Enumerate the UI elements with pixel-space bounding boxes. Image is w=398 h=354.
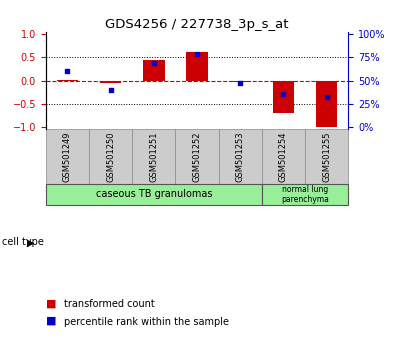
Text: GSM501252: GSM501252 <box>193 132 201 182</box>
Bar <box>186 52 208 81</box>
Bar <box>273 81 294 113</box>
FancyBboxPatch shape <box>132 130 176 184</box>
FancyBboxPatch shape <box>262 184 348 205</box>
Point <box>194 51 200 57</box>
Point <box>237 80 244 86</box>
FancyBboxPatch shape <box>89 130 132 184</box>
Text: cell type: cell type <box>2 238 44 247</box>
Text: ■: ■ <box>46 298 60 308</box>
Text: GSM501249: GSM501249 <box>63 132 72 182</box>
FancyBboxPatch shape <box>262 130 305 184</box>
FancyBboxPatch shape <box>46 130 89 184</box>
Text: GSM501251: GSM501251 <box>149 132 158 182</box>
Bar <box>316 81 338 127</box>
Bar <box>57 80 78 81</box>
Title: GDS4256 / 227738_3p_s_at: GDS4256 / 227738_3p_s_at <box>105 18 289 31</box>
Text: GSM501254: GSM501254 <box>279 132 288 182</box>
Text: ▶: ▶ <box>27 238 35 247</box>
Point <box>64 69 70 74</box>
Text: percentile rank within the sample: percentile rank within the sample <box>64 316 229 327</box>
Bar <box>143 60 165 81</box>
FancyBboxPatch shape <box>46 184 262 205</box>
Point <box>107 87 114 93</box>
Point <box>280 91 287 97</box>
Text: caseous TB granulomas: caseous TB granulomas <box>96 189 212 199</box>
Text: ■: ■ <box>46 316 60 326</box>
Text: normal lung
parenchyma: normal lung parenchyma <box>281 185 329 204</box>
Text: GSM501253: GSM501253 <box>236 132 245 182</box>
Text: GSM501250: GSM501250 <box>106 132 115 182</box>
Bar <box>100 81 121 83</box>
FancyBboxPatch shape <box>176 130 219 184</box>
Bar <box>229 81 251 82</box>
Point <box>150 61 157 66</box>
Text: GSM501255: GSM501255 <box>322 132 331 182</box>
FancyBboxPatch shape <box>305 130 348 184</box>
FancyBboxPatch shape <box>219 130 262 184</box>
Text: transformed count: transformed count <box>64 299 154 309</box>
Point <box>324 94 330 100</box>
